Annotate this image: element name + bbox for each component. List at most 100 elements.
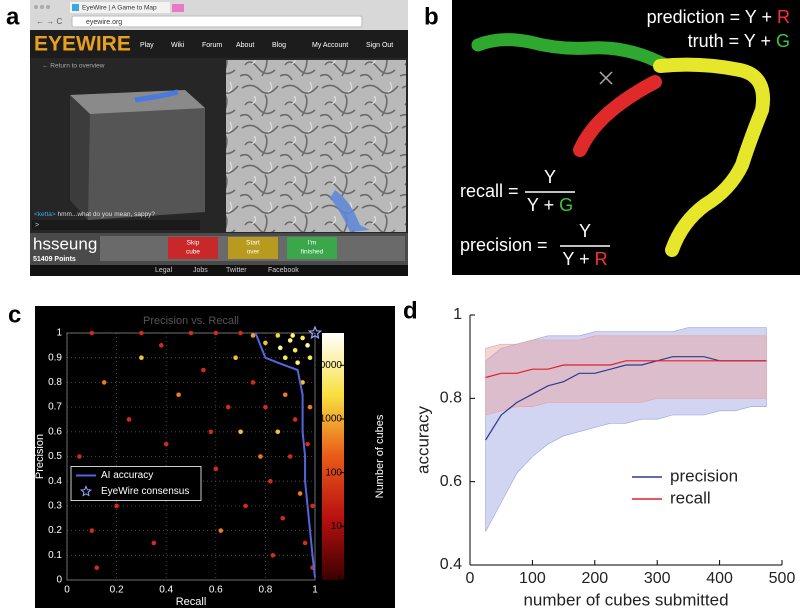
site-header <box>30 30 408 58</box>
back-link[interactable]: ← Return to overview <box>42 63 105 70</box>
tab-title: EyeWire | A Game to Map <box>82 5 157 12</box>
data-point <box>282 392 288 398</box>
data-point <box>94 565 100 570</box>
data-point <box>218 528 224 533</box>
nav-item[interactable]: Play <box>140 42 154 49</box>
text: G <box>776 31 790 51</box>
y-tick-label: 1 <box>453 306 462 323</box>
colorbar-tick-label: 10 <box>331 521 343 532</box>
data-point <box>243 503 248 509</box>
button[interactable] <box>228 237 278 259</box>
neuron-segment <box>134 89 179 103</box>
logo[interactable]: EYEWIRE <box>34 33 131 56</box>
recall-lhs: recall = <box>460 181 519 201</box>
chat-user: <ketta> <box>34 211 56 218</box>
data-point <box>213 330 219 336</box>
address-bar[interactable] <box>71 15 363 28</box>
text: R <box>777 7 790 27</box>
denominator: Y + G <box>527 195 573 215</box>
em-image[interactable] <box>226 60 406 232</box>
button-label: cube <box>186 249 200 256</box>
data-point <box>250 380 256 385</box>
data-point <box>208 429 214 435</box>
colorbar <box>322 333 344 580</box>
legend-marker <box>79 485 93 497</box>
button-label: I'm <box>308 240 316 247</box>
data-point <box>188 330 194 336</box>
y-tick-label: 0.6 <box>440 473 462 490</box>
nav-item[interactable]: About <box>236 42 254 49</box>
data-point <box>258 454 263 459</box>
panel-a: a EyeWire | A Game to Map ← → C eyewire.… <box>6 0 408 276</box>
text: G <box>559 195 573 215</box>
data-point <box>139 355 144 361</box>
text: Y + <box>562 249 594 269</box>
username: hsseung <box>33 234 97 253</box>
star-marker <box>307 325 323 340</box>
data-point <box>305 441 310 447</box>
data-point <box>238 429 243 435</box>
data-point <box>139 330 144 336</box>
button[interactable] <box>287 237 337 259</box>
neuron-yellow <box>653 57 770 257</box>
cube-3d[interactable] <box>70 90 205 220</box>
nav-item[interactable]: Wiki <box>171 42 185 49</box>
data-point <box>275 429 281 435</box>
data-point <box>277 345 283 351</box>
footer-link[interactable]: Jobs <box>193 267 208 274</box>
nav-buttons[interactable]: ← → C <box>36 17 62 26</box>
line-series <box>254 332 316 578</box>
data-point <box>268 478 273 484</box>
chat-input[interactable] <box>32 220 200 230</box>
window-button[interactable] <box>34 5 38 9</box>
tab-icon <box>72 4 79 11</box>
data-point <box>300 335 305 341</box>
window-button[interactable] <box>40 5 44 9</box>
nav-item[interactable]: Forum <box>202 42 222 49</box>
data-point <box>151 540 157 546</box>
footer-link[interactable]: Facebook <box>268 267 299 274</box>
x-axis-label: Recall <box>176 596 207 608</box>
chart-title: Precision vs. Recall <box>143 315 239 327</box>
x-tick-label: 0.2 <box>110 585 124 596</box>
x-tick-label: 100 <box>519 570 546 587</box>
data-point <box>290 333 295 338</box>
footer <box>30 265 408 276</box>
legend-label: recall <box>670 488 711 507</box>
data-point <box>295 360 300 365</box>
data-point <box>300 380 305 385</box>
colorbar-tick-label: 1000 <box>320 414 343 425</box>
nav-item[interactable]: Blog <box>272 42 286 49</box>
chat-line: <ketta> hmm...what do you mean, sappy? <box>34 211 155 218</box>
nav-item[interactable]: My Account <box>312 42 348 49</box>
panel-label: c <box>8 301 21 328</box>
data-point <box>263 340 268 346</box>
footer-link[interactable]: Legal <box>155 267 173 274</box>
x-tick-label: 0.6 <box>209 585 223 596</box>
nav-item[interactable]: Sign Out <box>366 42 393 49</box>
footer-link[interactable]: Twitter <box>226 267 247 274</box>
y-axis-label: accuracy <box>413 405 432 474</box>
y-tick-label: 0.4 <box>440 556 462 573</box>
data-point <box>305 343 310 348</box>
data-point <box>270 553 276 558</box>
data-point <box>275 333 281 338</box>
y-tick-label: 0.6 <box>48 426 62 437</box>
x-tick-label: 400 <box>706 570 733 587</box>
button[interactable] <box>168 237 218 259</box>
legend-box <box>70 466 202 501</box>
data-point <box>213 466 219 472</box>
data-point <box>282 355 288 361</box>
panel-b: b prediction = Y + R truth = Y + G recal… <box>424 0 800 275</box>
text: truth = Y + <box>688 31 776 51</box>
panel-label: b <box>424 3 439 30</box>
y-tick-label: 0.1 <box>48 550 62 561</box>
y-tick-label: 0.8 <box>440 390 462 407</box>
browser-tab <box>70 2 170 13</box>
x-tick-label: 0 <box>466 570 475 587</box>
button-label: finished <box>301 249 324 256</box>
button-label: Skip <box>187 240 200 247</box>
window-button[interactable] <box>46 5 50 9</box>
truth-def: truth = Y + G <box>688 31 790 51</box>
data-point <box>176 392 181 398</box>
